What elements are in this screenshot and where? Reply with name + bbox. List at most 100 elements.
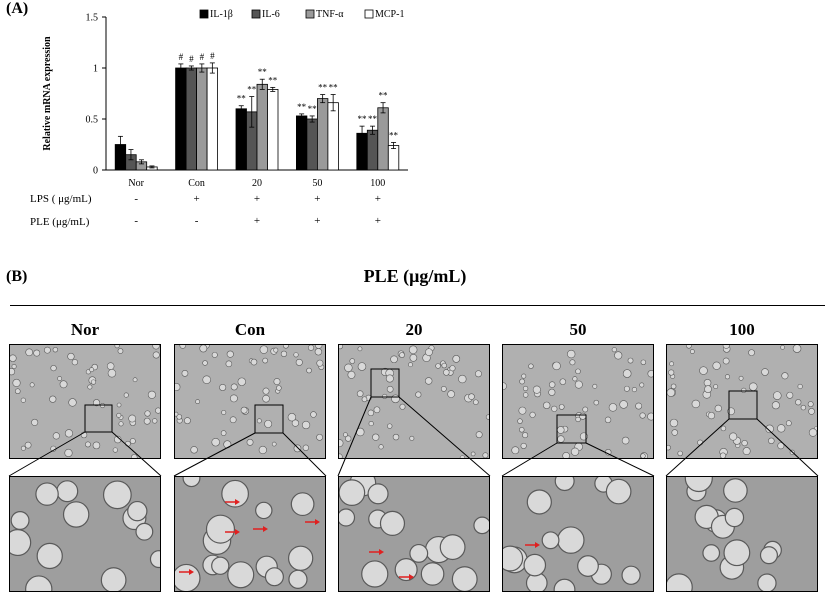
lps-value: +: [374, 193, 381, 205]
cell: [482, 452, 489, 458]
cell: [112, 447, 118, 453]
cell: [670, 383, 677, 390]
significance-label: **: [268, 75, 278, 85]
cell: [622, 369, 632, 378]
micrograph-title-20: 20: [405, 320, 423, 339]
bar: [327, 102, 339, 171]
cell: [439, 534, 466, 561]
cell: [152, 351, 160, 359]
cell: [195, 399, 200, 405]
bar: [196, 67, 208, 171]
cell: [707, 411, 716, 420]
micrograph-con: [174, 344, 326, 459]
cell: [181, 370, 189, 377]
cell: [211, 438, 220, 447]
cell: [808, 428, 817, 437]
x-tick-label: Con: [188, 178, 205, 189]
micrograph-title-con: Con: [234, 320, 266, 339]
cell: [409, 543, 429, 563]
legend-label: IL-1β: [210, 9, 233, 20]
bar: [316, 98, 329, 171]
cell: [543, 401, 551, 410]
cell: [10, 354, 17, 362]
cell: [273, 378, 281, 386]
cell: [765, 424, 774, 434]
cell: [558, 404, 565, 410]
cell: [691, 399, 701, 409]
cell: [357, 346, 363, 352]
cell: [722, 357, 730, 365]
cell: [557, 435, 565, 443]
cell: [219, 383, 227, 391]
cell: [529, 411, 536, 418]
cell: [569, 359, 576, 366]
cell: [259, 345, 269, 354]
cell: [339, 508, 356, 527]
panel-a-label: (A): [6, 0, 29, 17]
cell: [621, 436, 630, 445]
legend-swatch: [251, 9, 261, 19]
cell: [669, 418, 679, 428]
cell: [117, 348, 124, 354]
cell: [302, 444, 309, 451]
cell: [152, 418, 158, 424]
cell: [408, 345, 418, 355]
cell: [52, 432, 60, 440]
cell: [25, 348, 34, 357]
cell: [295, 358, 303, 366]
cell: [68, 398, 77, 407]
ple-value: +: [374, 215, 381, 227]
arrow-head: [235, 499, 240, 505]
cell: [339, 479, 366, 507]
cell: [392, 433, 400, 441]
cell: [604, 416, 612, 424]
cell: [795, 399, 802, 406]
cell: [570, 447, 580, 456]
cell: [361, 396, 368, 403]
cell: [220, 430, 227, 436]
cell: [522, 432, 529, 439]
ple-row-label: PLE (μg/mL): [30, 216, 90, 228]
cell: [724, 507, 745, 528]
lps-value: +: [253, 193, 261, 205]
cell: [635, 402, 643, 410]
cell: [293, 352, 299, 358]
cell: [772, 391, 782, 400]
cell: [741, 387, 747, 394]
cell: [702, 544, 721, 562]
cell: [459, 455, 466, 458]
cell: [56, 480, 79, 503]
cell: [520, 442, 527, 449]
panel-b-header: PLE (μg/mL): [363, 266, 467, 286]
cell: [608, 403, 618, 412]
cell: [175, 411, 179, 417]
micrograph-20: [338, 344, 490, 459]
cell: [357, 362, 367, 371]
cell: [211, 351, 218, 358]
cell: [517, 418, 523, 424]
cell: [116, 402, 122, 408]
cell: [690, 349, 695, 354]
cell: [440, 386, 447, 392]
cell: [399, 403, 406, 410]
cell: [704, 385, 712, 393]
cell: [356, 390, 364, 397]
cell: [372, 433, 380, 441]
cell: [713, 384, 719, 390]
cell: [130, 454, 138, 458]
cell: [64, 448, 73, 458]
cell: [759, 546, 778, 565]
cell: [703, 379, 712, 387]
cell: [92, 399, 101, 407]
significance-label: **: [237, 94, 247, 104]
cell: [593, 399, 600, 406]
cell: [262, 357, 268, 364]
cell: [144, 410, 151, 417]
cell: [223, 440, 232, 449]
cell: [575, 416, 581, 423]
arrow-head: [235, 529, 240, 535]
cell: [519, 427, 525, 433]
cell: [221, 479, 250, 508]
cell: [567, 349, 576, 359]
cell: [723, 539, 751, 567]
